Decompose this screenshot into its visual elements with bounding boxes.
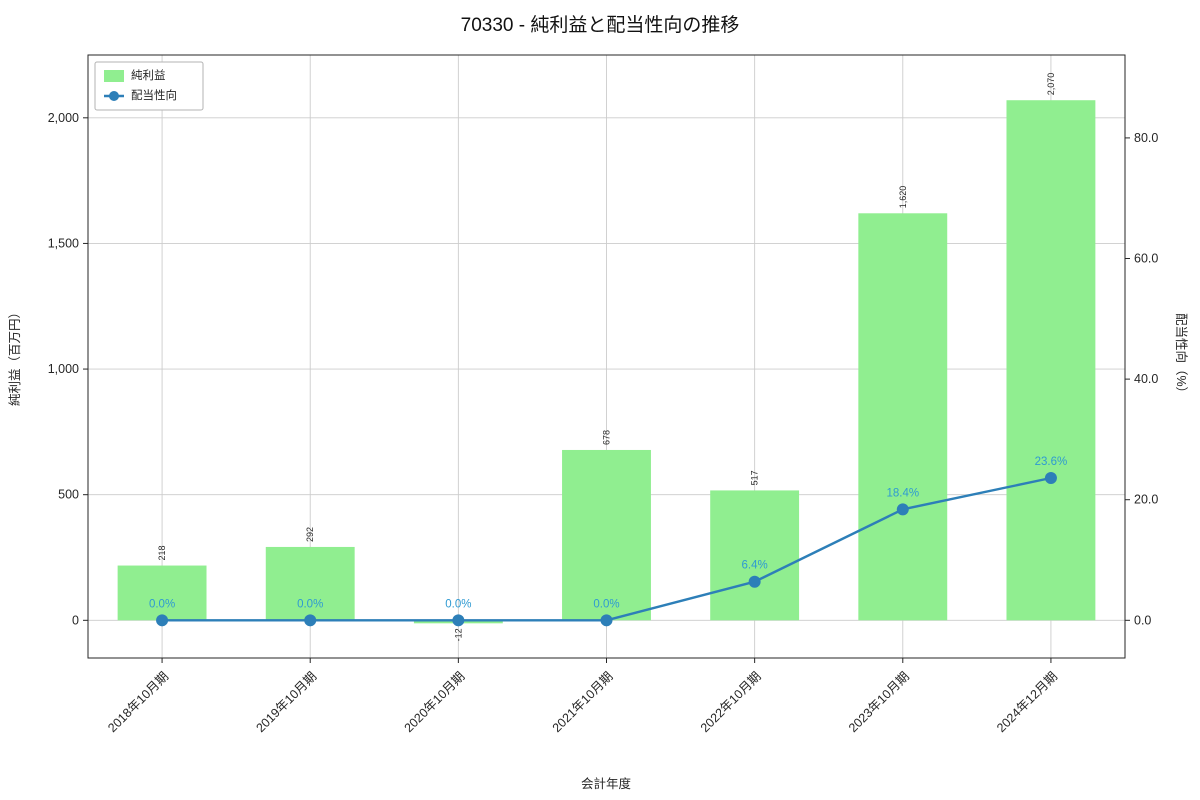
legend-label-net-profit: 純利益 — [131, 68, 166, 82]
left-tick-label: 1,500 — [48, 236, 79, 250]
line-value-label: 0.0% — [593, 598, 619, 610]
line-marker — [600, 614, 613, 627]
right-tick-label: 0.0 — [1134, 613, 1151, 627]
legend-label-payout-ratio: 配当性向 — [131, 88, 177, 102]
line-value-label: 18.4% — [886, 487, 919, 499]
line-value-label: 0.0% — [445, 598, 471, 610]
line-marker — [156, 614, 169, 627]
left-tick-label: 0 — [72, 613, 79, 627]
line-value-label: 6.4% — [742, 560, 768, 572]
right-axis-title: 配当性向（%） — [1174, 313, 1189, 399]
right-tick-label: 40.0 — [1134, 372, 1158, 386]
line-value-label: 23.6% — [1035, 456, 1068, 468]
line-marker — [1044, 472, 1057, 485]
line-value-label: 0.0% — [297, 598, 323, 610]
line-value-label: 0.0% — [149, 598, 175, 610]
line-marker — [896, 503, 909, 516]
legend-marker-icon — [109, 91, 119, 101]
bar-value-label: -12 — [453, 628, 463, 641]
bar-value-label: 218 — [157, 546, 167, 561]
bar-2021年10月期 — [562, 449, 651, 621]
legend-swatch-bar — [104, 70, 124, 82]
left-tick-label: 1,000 — [48, 362, 79, 376]
line-marker — [748, 575, 761, 588]
line-marker — [304, 614, 317, 627]
bar-2018年10月期 — [117, 565, 207, 621]
chart-title: 70330 - 純利益と配当性向の推移 — [461, 14, 740, 36]
bar-value-label: 2,070 — [1046, 73, 1056, 96]
bar-value-label: 1,620 — [898, 186, 908, 209]
left-axis-title: 純利益（百万円） — [8, 306, 22, 406]
right-tick-label: 80.0 — [1134, 131, 1158, 145]
bar-2022年10月期 — [710, 490, 800, 621]
left-tick-label: 500 — [58, 488, 79, 502]
left-tick-label: 2,000 — [48, 111, 79, 125]
x-axis-title: 会計年度 — [581, 776, 632, 791]
line-marker — [452, 614, 465, 627]
bar-value-label: 517 — [750, 470, 760, 485]
bar-value-label: 292 — [305, 527, 315, 542]
right-tick-label: 20.0 — [1134, 493, 1158, 507]
bar-2023年10月期 — [858, 213, 948, 621]
right-tick-label: 60.0 — [1134, 252, 1158, 266]
bar-value-label: 678 — [602, 430, 612, 445]
bar-2024年12月期 — [1006, 100, 1096, 621]
bar-2019年10月期 — [265, 546, 355, 621]
